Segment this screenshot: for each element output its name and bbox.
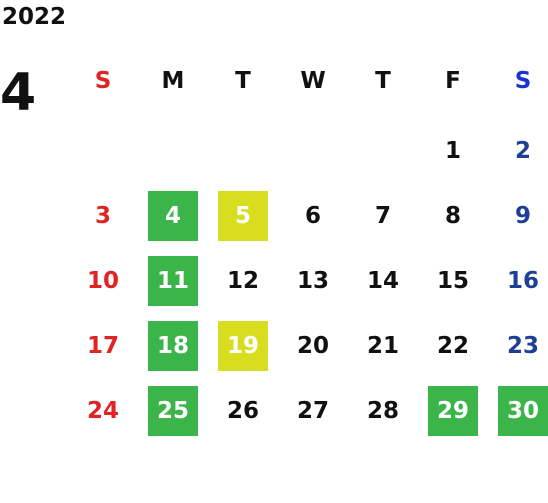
day-cell[interactable]: 12 [226, 268, 259, 294]
day-cell[interactable]: 27 [296, 398, 329, 424]
day-cell[interactable]: 14 [366, 268, 399, 294]
day-cell[interactable]: 29 [428, 386, 478, 436]
day-cell[interactable]: 17 [86, 333, 119, 359]
calendar-week-4: 17 18 19 20 21 22 23 [0, 321, 548, 371]
day-cell[interactable]: 2 [514, 138, 531, 164]
day-cell[interactable]: 26 [226, 398, 259, 424]
day-cell[interactable]: 7 [374, 203, 391, 229]
day-cell[interactable]: 4 [148, 191, 198, 241]
day-cell[interactable]: 15 [436, 268, 469, 294]
day-cell[interactable]: 19 [218, 321, 268, 371]
day-cell[interactable]: 28 [366, 398, 399, 424]
calendar-week-3: 10 11 12 13 14 15 16 [0, 256, 548, 306]
weekday-thursday: T [375, 68, 391, 94]
weekday-monday: M [161, 68, 185, 94]
weekday-saturday: S [514, 68, 532, 94]
day-cell[interactable]: 18 [148, 321, 198, 371]
weekday-tuesday: T [235, 68, 251, 94]
weekday-header: S M T W T F S [0, 56, 548, 106]
month-number: 4 [0, 63, 37, 123]
calendar-week-5: 24 25 26 27 28 29 30 [0, 386, 548, 436]
day-cell[interactable]: 25 [148, 386, 198, 436]
day-cell[interactable]: 6 [304, 203, 321, 229]
day-cell[interactable]: 11 [148, 256, 198, 306]
day-cell[interactable]: 23 [506, 333, 539, 359]
day-cell[interactable]: 24 [86, 398, 119, 424]
day-cell[interactable]: 20 [296, 333, 329, 359]
day-cell[interactable]: 5 [218, 191, 268, 241]
year-label: 2022 [2, 4, 67, 30]
day-cell[interactable]: 8 [444, 203, 461, 229]
day-cell[interactable]: 1 [444, 138, 461, 164]
day-cell[interactable]: 21 [366, 333, 399, 359]
day-cell[interactable]: 30 [498, 386, 548, 436]
day-cell[interactable]: 9 [514, 203, 531, 229]
day-cell[interactable]: 16 [506, 268, 539, 294]
day-cell[interactable]: 3 [94, 203, 111, 229]
weekday-wednesday: W [300, 68, 326, 94]
weekday-friday: F [445, 68, 461, 94]
calendar-week-2: 3 4 5 6 7 8 9 [0, 191, 548, 241]
day-cell[interactable]: 13 [296, 268, 329, 294]
day-cell[interactable]: 10 [86, 268, 119, 294]
day-cell[interactable]: 22 [436, 333, 469, 359]
weekday-sunday: S [94, 68, 112, 94]
calendar-week-1: 1 2 [0, 126, 548, 176]
